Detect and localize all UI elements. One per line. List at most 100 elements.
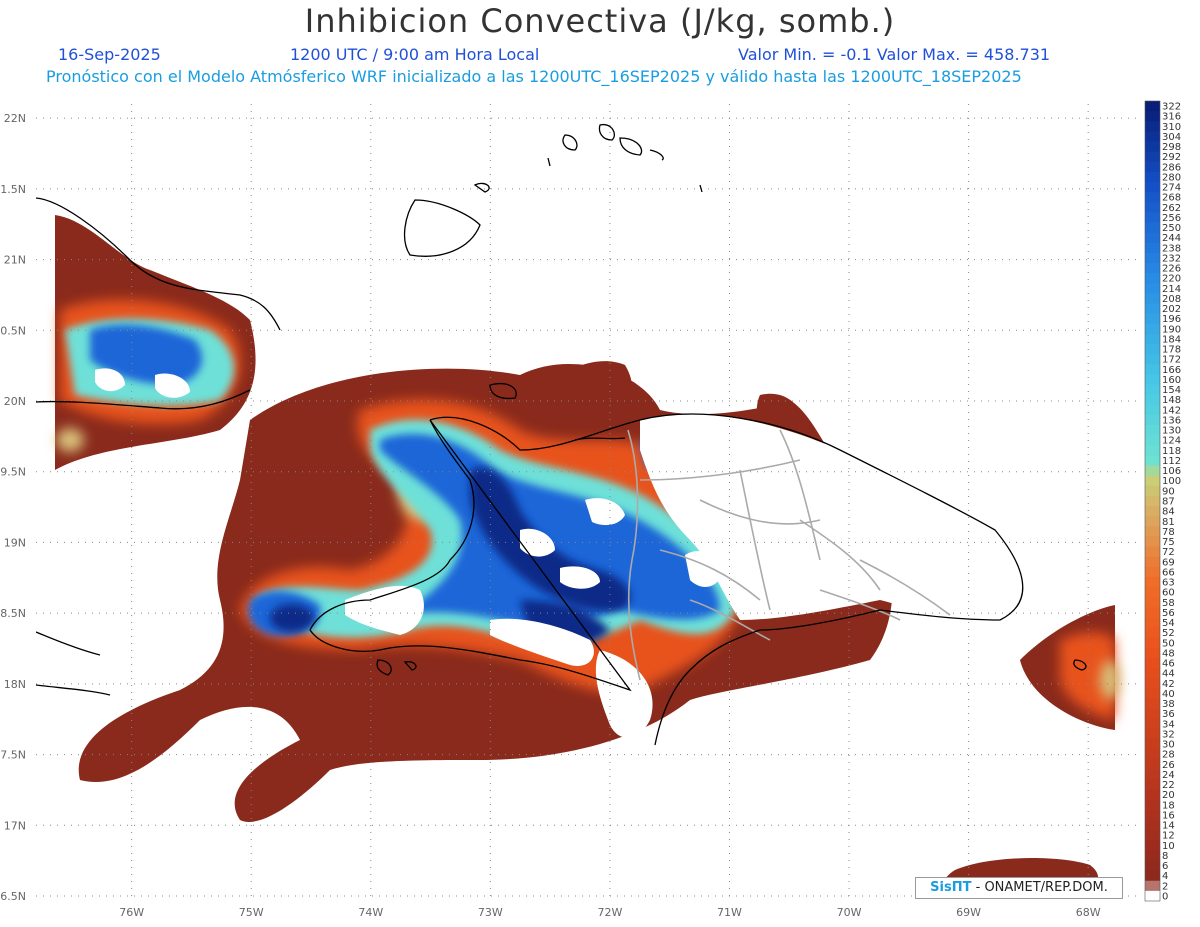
colorbar-label: 54	[1162, 618, 1175, 629]
colorbar-label: 6	[1162, 861, 1168, 872]
colorbar-swatch	[1145, 789, 1160, 801]
colorbar-label: 78	[1162, 527, 1175, 538]
colorbar-label: 262	[1162, 203, 1181, 214]
colorbar-label: 12	[1162, 831, 1175, 842]
colorbar-swatch	[1145, 526, 1160, 537]
colorbar-swatch	[1145, 637, 1160, 649]
colorbar-label: 50	[1162, 638, 1175, 649]
lat-label: 21N	[4, 254, 26, 267]
colorbar-swatch	[1145, 607, 1160, 618]
colorbar-swatch	[1145, 880, 1160, 892]
colorbar-label: 28	[1162, 750, 1175, 761]
colorbar-label: 10	[1162, 841, 1175, 852]
colorbar-label: 226	[1162, 264, 1181, 275]
colorbar-label: 142	[1162, 405, 1181, 416]
colorbar-label: 63	[1162, 578, 1175, 589]
colorbar-label: 136	[1162, 415, 1181, 426]
lon-label: 73W	[478, 906, 503, 919]
colorbar-swatch	[1145, 698, 1160, 710]
lat-label: 20.5N	[0, 324, 26, 337]
colorbar-swatch	[1145, 414, 1160, 426]
colorbar-label: 66	[1162, 567, 1175, 578]
colorbar-swatch	[1145, 506, 1160, 517]
colorbar-swatch	[1145, 333, 1160, 345]
colorbar-swatch	[1145, 212, 1160, 224]
colorbar-swatch	[1145, 546, 1160, 558]
colorbar-label: 220	[1162, 274, 1181, 285]
value-range: Valor Min. = -0.1 Valor Max. = 458.731	[738, 45, 1051, 64]
colorbar-label: 154	[1162, 385, 1181, 396]
lat-label: 17.5N	[0, 749, 26, 762]
colorbar-label: 118	[1162, 446, 1181, 457]
colorbar-swatch	[1145, 759, 1160, 770]
colorbar-swatch	[1145, 293, 1160, 305]
colorbar-label: 268	[1162, 193, 1181, 204]
colorbar-swatch	[1145, 455, 1160, 467]
colorbar-swatch	[1145, 171, 1160, 183]
colorbar-swatch	[1145, 617, 1160, 629]
colorbar-label: 106	[1162, 466, 1181, 477]
lon-label: 76W	[119, 906, 144, 919]
colorbar-label: 2	[1162, 881, 1168, 892]
lat-label: 17N	[4, 819, 26, 832]
colorbar: 3223163103042982922862802742682622562502…	[1144, 100, 1181, 902]
colorbar-swatch	[1145, 587, 1160, 598]
colorbar-label: 84	[1162, 507, 1175, 518]
colorbar-frame	[1144, 100, 1161, 902]
colorbar-label: 322	[1162, 102, 1181, 113]
colorbar-swatch	[1145, 718, 1160, 730]
colorbar-swatch	[1145, 161, 1160, 173]
colorbar-swatch	[1145, 202, 1160, 213]
lat-label: 19N	[4, 536, 26, 549]
colorbar-label: 87	[1162, 497, 1175, 508]
lat-label: 16.5N	[0, 890, 26, 903]
colorbar-swatch	[1145, 536, 1160, 548]
colorbar-label: 8	[1162, 851, 1168, 862]
colorbar-swatch	[1145, 445, 1160, 456]
colorbar-label: 60	[1162, 588, 1175, 599]
coastlines	[36, 123, 1087, 746]
colorbar-label: 58	[1162, 598, 1175, 609]
colorbar-label: 256	[1162, 213, 1181, 224]
colorbar-swatch	[1145, 151, 1160, 163]
colorbar-label: 166	[1162, 365, 1181, 376]
chart-title: Inhibicion Convectiva (J/kg, somb.)	[304, 2, 896, 40]
colorbar-label: 22	[1162, 780, 1175, 791]
colorbar-label: 69	[1162, 557, 1175, 568]
zero-cin-land	[95, 368, 1001, 738]
forecast-date: 16-Sep-2025	[58, 45, 161, 64]
colorbar-label: 184	[1162, 334, 1181, 345]
colorbar-swatch	[1145, 678, 1160, 689]
colorbar-label: 4	[1162, 871, 1168, 882]
colorbar-swatch	[1145, 192, 1160, 203]
lat-label: 20N	[4, 395, 26, 408]
colorbar-label: 286	[1162, 162, 1181, 173]
colorbar-swatch	[1145, 799, 1160, 811]
lon-label: 74W	[358, 906, 383, 919]
colorbar-swatch	[1145, 323, 1160, 335]
model-description: Pronóstico con el Modelo Atmósferico WRF…	[46, 67, 1022, 86]
colorbar-swatch	[1145, 283, 1160, 294]
colorbar-label: 130	[1162, 426, 1181, 437]
colorbar-label: 81	[1162, 517, 1175, 528]
colorbar-swatch	[1145, 303, 1160, 315]
colorbar-swatch	[1145, 313, 1160, 325]
colorbar-label: 40	[1162, 689, 1175, 700]
colorbar-swatch	[1145, 516, 1160, 527]
lon-label: 68W	[1076, 906, 1101, 919]
colorbar-label: 298	[1162, 142, 1181, 153]
lon-label: 69W	[956, 906, 981, 919]
lat-label: 22N	[4, 112, 26, 125]
colorbar-swatch	[1145, 860, 1160, 872]
colorbar-label: 124	[1162, 436, 1181, 447]
colorbar-label: 232	[1162, 253, 1181, 264]
colorbar-label: 244	[1162, 233, 1181, 244]
colorbar-swatch	[1145, 495, 1160, 507]
colorbar-swatch	[1145, 111, 1160, 122]
colorbar-swatch	[1145, 182, 1160, 193]
colorbar-label: 292	[1162, 152, 1181, 163]
colorbar-swatch	[1145, 263, 1160, 274]
colorbar-swatch	[1145, 850, 1160, 861]
colorbar-swatch	[1145, 222, 1160, 234]
colorbar-swatch	[1145, 576, 1160, 588]
